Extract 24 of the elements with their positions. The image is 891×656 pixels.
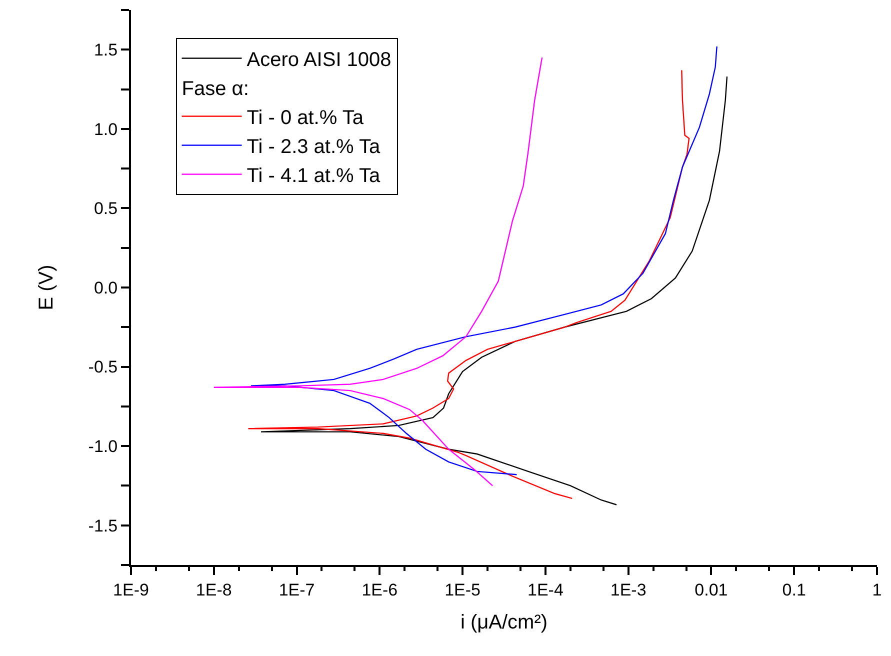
legend-label: Ti - 4.1 at.% Ta [246,165,382,188]
legend-label: Acero AISI 1008 [246,49,392,72]
legend-label: Ti - 0 at.% Ta [246,107,364,130]
y-tick-label: -1.5 [88,516,118,536]
x-tick-label: 1 [872,580,882,600]
x-tick-label: 1E-9 [113,580,149,600]
legend-title: Fase α: [182,78,249,100]
y-tick-label: 1.5 [94,40,118,60]
y-tick-label: -1.0 [88,437,118,456]
y-tick-label: -0.5 [88,358,118,377]
y-tick-label: 1.0 [94,120,118,139]
y-tick-label: 0.5 [94,199,118,218]
x-tick-label: 1E-6 [362,580,398,600]
x-axis-title: i (μA/cm²) [460,611,548,634]
x-tick-label: 1E-5 [444,580,481,600]
y-tick-label: 0.0 [94,278,118,298]
x-tick-label: 1E-8 [196,580,232,600]
x-tick-label: 1E-4 [527,580,564,600]
x-tick-label: 1E-7 [278,580,315,600]
y-axis-title: E (V) [35,264,58,310]
x-tick-label: 0.01 [694,580,728,600]
x-tick-label: 1E-3 [610,580,646,600]
legend-label: Ti - 2.3 at.% Ta [246,136,382,158]
x-tick-label: 0.1 [782,580,806,600]
